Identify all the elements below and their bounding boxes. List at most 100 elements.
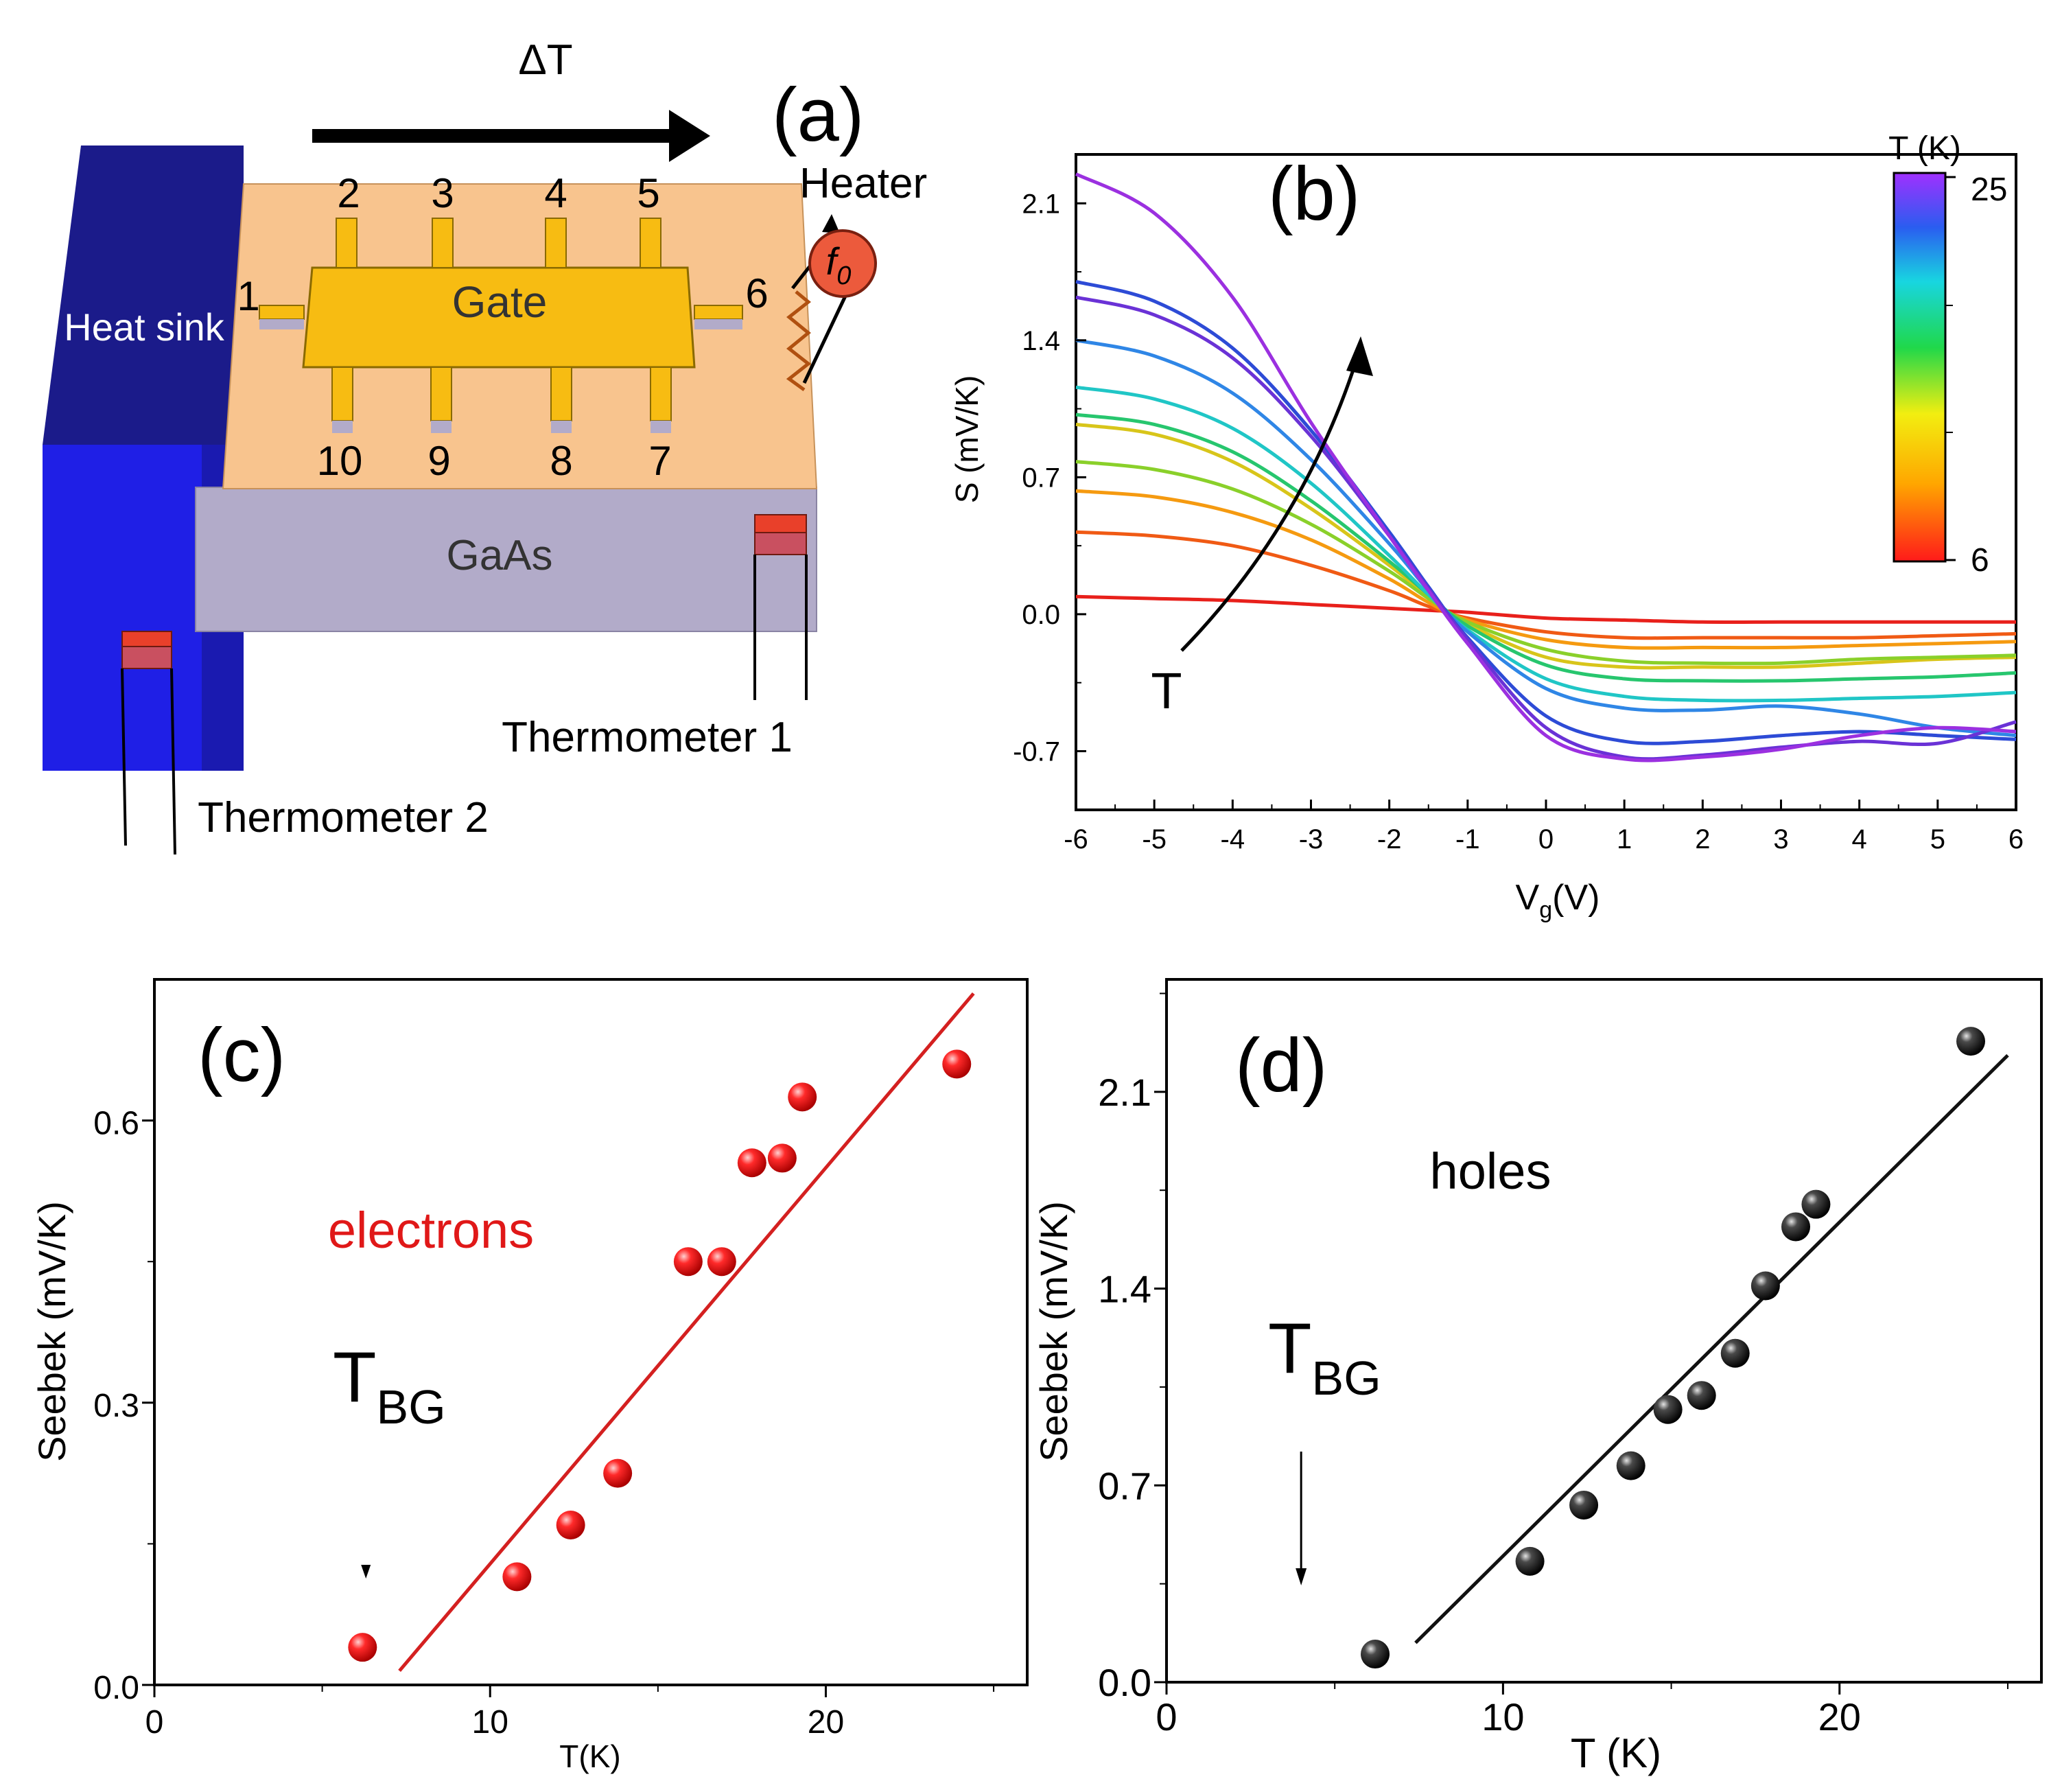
panel-c-tbg-label: TBG: [333, 1338, 446, 1434]
panel-c-fit-line: [398, 992, 975, 1673]
panel-c-label: (c): [198, 1013, 285, 1097]
contact-2: [336, 218, 358, 268]
data-point: [788, 1082, 817, 1112]
data-point: [1956, 1027, 1986, 1056]
contact-7: [650, 366, 672, 421]
x-tick-label: 0: [145, 1704, 164, 1741]
series-line-6: [1075, 412, 2017, 683]
contact-10: [331, 366, 353, 421]
panel-d-chart: 0 10 20 0.0 0.7 1.4 2.1 (d) holes TBG T (K) S…: [1032, 978, 2043, 1776]
colorbar-title: T (K): [1888, 130, 1961, 167]
y-tick-label: 0.3: [93, 1388, 139, 1424]
data-point: [1687, 1381, 1716, 1410]
data-point: [1750, 1271, 1780, 1301]
panel-d-x-tick-labels: 0 10 20: [1156, 1695, 1860, 1738]
contact-label-6: 6: [745, 270, 768, 316]
x-tick-label: -2: [1377, 824, 1402, 854]
x-tick-label: -3: [1299, 824, 1324, 854]
contact-4: [545, 218, 567, 268]
delta-t-arrow-head: [669, 110, 710, 162]
x-tick-label: 0: [1538, 824, 1554, 854]
contact-label-9: 9: [427, 438, 450, 484]
panel-c-x-tick-labels: 0 10 20: [145, 1704, 845, 1741]
contact-6-base: [694, 319, 742, 329]
heater-lead-2: [802, 290, 850, 384]
contact-6-arm: [694, 305, 743, 320]
heater-label: Heater: [799, 160, 927, 207]
thermometer-1-sensor-bottom: [754, 532, 807, 555]
panel-b-curves: [1075, 172, 2017, 763]
panel-d-ticks: [1154, 992, 2008, 1695]
series-line-7: [1075, 385, 2017, 703]
panel-b-y-tick-labels: -0.7 0.0 0.7 1.4 2.1: [1013, 189, 1060, 767]
series-line-9: [1075, 279, 2017, 745]
x-tick-label: -5: [1142, 824, 1167, 854]
colorbar-min-label: 6: [1971, 542, 1989, 579]
panel-c-frame: [153, 978, 1029, 1686]
gate-label: Gate: [452, 277, 548, 327]
y-tick-label: 2.1: [1098, 1071, 1151, 1114]
y-tick-label: 0.6: [93, 1106, 139, 1142]
y-tick-label: 0.0: [1098, 1661, 1151, 1704]
panel-a-schematic: ΔT (a) Heat sink GaAs Gate 1 6 2 3: [43, 36, 927, 855]
data-point: [1781, 1212, 1811, 1242]
data-point: [603, 1458, 633, 1488]
contact-5: [640, 218, 661, 268]
panel-d-frame: [1165, 978, 2043, 1684]
x-tick-label: 4: [1852, 824, 1867, 854]
panel-b-chart: -6 -5 -4 -3 -2 -1 0 1 2 3 4 5 6 -0.7 0.0 0.7 1.4 2.1 (b)…: [949, 130, 2024, 923]
panel-c-tbg-marker: [361, 1565, 371, 1579]
panel-d-series-label: holes: [1430, 1143, 1551, 1200]
panel-b-x-tick-labels: -6 -5 -4 -3 -2 -1 0 1 2 3 4 5 6: [1064, 824, 2024, 854]
contact-8: [550, 366, 572, 421]
data-point: [556, 1510, 585, 1539]
panel-c-series-label: electrons: [328, 1202, 534, 1259]
data-point: [1720, 1338, 1750, 1368]
series-line-1: [1075, 594, 2016, 625]
panel-d-y-tick-labels: 0.0 0.7 1.4 2.1: [1098, 1071, 1151, 1704]
panel-d-tbg-label: TBG: [1268, 1309, 1381, 1405]
contact-9-base: [431, 421, 452, 433]
thermometer-2-wire-left: [121, 668, 127, 846]
y-tick-label: -0.7: [1013, 736, 1060, 767]
gaas-substrate: [195, 487, 817, 632]
thermometer-2-wire-right: [170, 668, 176, 855]
panel-d-tbg-arrowhead: [1296, 1568, 1307, 1585]
contact-label-5: 5: [637, 170, 659, 216]
panel-d-label: (d): [1235, 1023, 1327, 1108]
contact-label-10: 10: [317, 438, 363, 484]
panel-a-label: (a): [772, 73, 864, 157]
top-contacts: 2 3 4 5: [336, 170, 661, 268]
data-point: [942, 1049, 972, 1079]
x-tick-label: -6: [1064, 824, 1088, 854]
heater-element: [786, 290, 812, 392]
x-tick-label: 5: [1930, 824, 1945, 854]
temperature-trend-arrowhead: [1346, 336, 1373, 376]
heat-sink-label: Heat sink: [64, 305, 224, 349]
x-tick-label: 6: [2008, 824, 2024, 854]
temperature-trend-label: T: [1151, 662, 1182, 719]
panel-c-xlabel: T(K): [559, 1738, 620, 1774]
panel-c-ylabel: Seebek (mV/K): [30, 1201, 73, 1462]
contact-label-7: 7: [648, 438, 671, 484]
x-tick-label: 10: [1481, 1695, 1524, 1738]
thermometer-2-label: Thermometer 2: [198, 794, 489, 841]
series-line-5: [1075, 460, 2017, 666]
contact-9: [430, 366, 452, 421]
x-tick-label: 20: [1818, 1695, 1861, 1738]
thermometer-2-sensor-bottom: [121, 646, 172, 669]
delta-t-label: ΔT: [518, 36, 572, 84]
colorbar: [1893, 172, 1947, 563]
heater-pointer: [822, 214, 840, 233]
panel-c-points: [348, 1049, 972, 1662]
contact-label-4: 4: [544, 170, 567, 216]
data-point: [348, 1633, 377, 1662]
bottom-contacts: 10 9 8 7: [317, 366, 672, 484]
series-line-10: [1075, 295, 2017, 761]
series-line-11: [1075, 172, 2017, 763]
panel-d-xlabel: T (K): [1571, 1730, 1661, 1776]
panel-b-ylabel: S (mV/K): [949, 375, 985, 504]
ac-source-icon: [808, 229, 877, 298]
thermometer-2-sensor-top: [121, 631, 172, 647]
